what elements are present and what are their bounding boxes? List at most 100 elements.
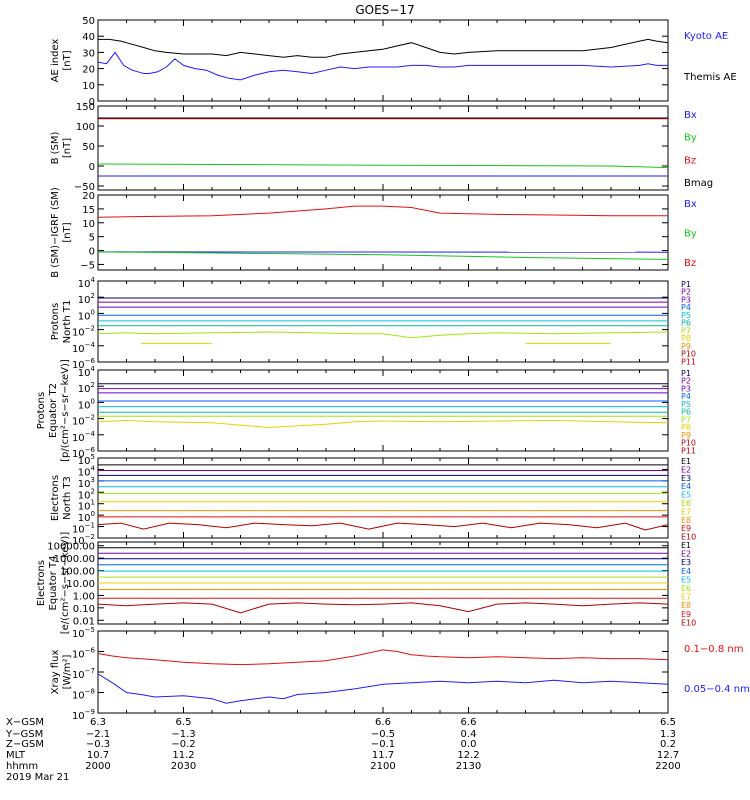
- y-tick-label: 104: [78, 276, 96, 290]
- y-tick-label: 101: [78, 499, 95, 513]
- legend-entry: E4: [681, 482, 691, 491]
- legend-entry: E9: [681, 610, 691, 619]
- panel-frame: [97, 19, 669, 102]
- legend-entry: E7: [681, 593, 691, 602]
- x-info-value: 11.2: [172, 750, 194, 761]
- y-tick-label: 100: [76, 122, 95, 133]
- y-tick-label: 100: [78, 510, 95, 524]
- y-tick-label: 0.01: [73, 616, 95, 627]
- legend-entry: P9: [681, 342, 691, 351]
- series-line-bz: [97, 205, 668, 218]
- y-axis-label: North T3: [62, 476, 73, 520]
- x-info-value: 0.2: [660, 739, 676, 750]
- legend-entry: P8: [681, 423, 691, 432]
- series-line-e10: [97, 602, 669, 614]
- date-label: 2019 Mar 21: [6, 772, 69, 783]
- legend-entry: P3: [681, 295, 691, 304]
- x-info-row-label: Z−GSM: [6, 739, 44, 750]
- legend-entry: E10: [681, 618, 696, 627]
- legend-entry: E1: [681, 457, 691, 466]
- x-info-value: 6.6: [375, 717, 391, 728]
- y-tick-label: 10−9: [72, 708, 95, 722]
- legend-entry: E10: [681, 533, 696, 542]
- x-axis-info-table: X−GSM 6.3 6.5 6.6 6.6 6.5 Y−GSM −2.1 −1.3 −0.5 0.4…: [5, 717, 681, 783]
- legend-entry: E9: [681, 524, 691, 533]
- x-info-row-label: Y−GSM: [5, 729, 43, 740]
- y-tick-label: 0: [89, 97, 95, 108]
- chart-panel-2: −50 0 50 100 150 B (SM) [nT] Bx By Bz Bmag: [50, 102, 713, 193]
- legend-entry: E1: [681, 541, 691, 550]
- legend-entry: E4: [681, 567, 691, 576]
- series-line-0-1-0-8-nm: [97, 649, 669, 666]
- y-tick-label: 10−4: [72, 430, 96, 444]
- legend-entry: P2: [681, 377, 691, 386]
- y-tick-label: 10−6: [72, 357, 96, 371]
- legend-entry: P10: [681, 439, 696, 448]
- y-tick-label: 0: [89, 247, 95, 258]
- x-info-value: 2000: [85, 761, 110, 772]
- x-info-value: −0.3: [86, 739, 110, 750]
- x-info-row-label: X−GSM: [6, 717, 44, 728]
- legend-entry: P11: [681, 446, 696, 455]
- legend-entry: P6: [681, 408, 691, 417]
- x-info-value: −0.1: [371, 739, 395, 750]
- y-tick-label: 50: [82, 142, 95, 153]
- panel-frame: [97, 630, 669, 714]
- series-line-by: [97, 251, 669, 260]
- y-axis-label: [nT]: [62, 50, 73, 70]
- legend-entry: Themis AE: [683, 72, 737, 83]
- legend-entry: P5: [681, 400, 691, 409]
- x-info-value: −0.2: [171, 739, 195, 750]
- legend-entry: E8: [681, 516, 691, 525]
- y-tick-label: 20: [82, 65, 95, 76]
- legend-entry: By: [684, 133, 697, 144]
- y-tick-label: 40: [82, 32, 95, 43]
- y-axis-label: [W/m²]: [62, 654, 73, 689]
- legend-entry: Bx: [684, 199, 697, 210]
- y-tick-label: −50: [74, 182, 95, 193]
- x-info-value: 6.5: [176, 717, 192, 728]
- legend-entry: Bz: [684, 155, 696, 166]
- y-tick-label: 50: [82, 16, 95, 27]
- x-info-row-label: hhmm: [6, 761, 38, 772]
- y-axis-label: [e/(cm²−s−sr−keV)]: [60, 532, 71, 635]
- y-tick-label: 10: [82, 219, 95, 230]
- legend-entry: P8: [681, 334, 691, 343]
- legend-entry: 0.1−0.8 nm: [684, 644, 743, 655]
- y-tick-label: 10−8: [72, 688, 95, 702]
- x-info-value: 2100: [370, 761, 395, 772]
- legend-entry: P2: [681, 288, 691, 297]
- legend-entry: Bz: [684, 258, 696, 269]
- legend-entry: Bmag: [684, 178, 713, 189]
- series-line-p8: [97, 419, 669, 429]
- x-info-value: 12.2: [457, 750, 479, 761]
- y-tick-label: 10−6: [72, 446, 96, 460]
- chart-panel-8: 10−9 10−8 10−7 10−6 10−5 Xray flux [W/m²] 0.1−0…: [50, 626, 750, 722]
- x-info-value: −2.1: [86, 729, 110, 740]
- legend-entry: P4: [681, 392, 691, 401]
- legend-entry: P6: [681, 319, 691, 328]
- y-tick-label: 102: [78, 381, 95, 395]
- y-tick-label: 100: [78, 397, 95, 411]
- legend-entry: Kyoto AE: [684, 31, 728, 42]
- y-axis-label: [nT]: [62, 138, 73, 158]
- y-tick-label: 102: [78, 487, 95, 501]
- y-tick-label: 10−2: [72, 533, 95, 547]
- legend-entry: E2: [681, 550, 691, 559]
- legend-entry: P4: [681, 303, 691, 312]
- y-tick-label: 1000.00: [54, 554, 95, 565]
- y-axis-label: Xray flux: [50, 650, 61, 695]
- y-tick-label: 1.00: [73, 591, 95, 602]
- legend-entry: P5: [681, 311, 691, 320]
- x-info-value: −0.5: [371, 729, 395, 740]
- chart-panel-3: −5 0 5 10 15 20 B (SM)−IGRF (SM) [nT] Bx By Bz: [50, 187, 697, 278]
- y-axis-label: [nT]: [62, 222, 73, 242]
- legend-entry: E5: [681, 491, 691, 500]
- chart-panel-1: 0 10 20 30 40 50 AE index [nT] Kyoto AE Themis AE: [50, 16, 737, 108]
- x-info-value: 6.6: [461, 717, 477, 728]
- chart-panel-5: 10−6 10−4 10−2 100 102 104 Protons Equator T2 [p…: [36, 359, 696, 462]
